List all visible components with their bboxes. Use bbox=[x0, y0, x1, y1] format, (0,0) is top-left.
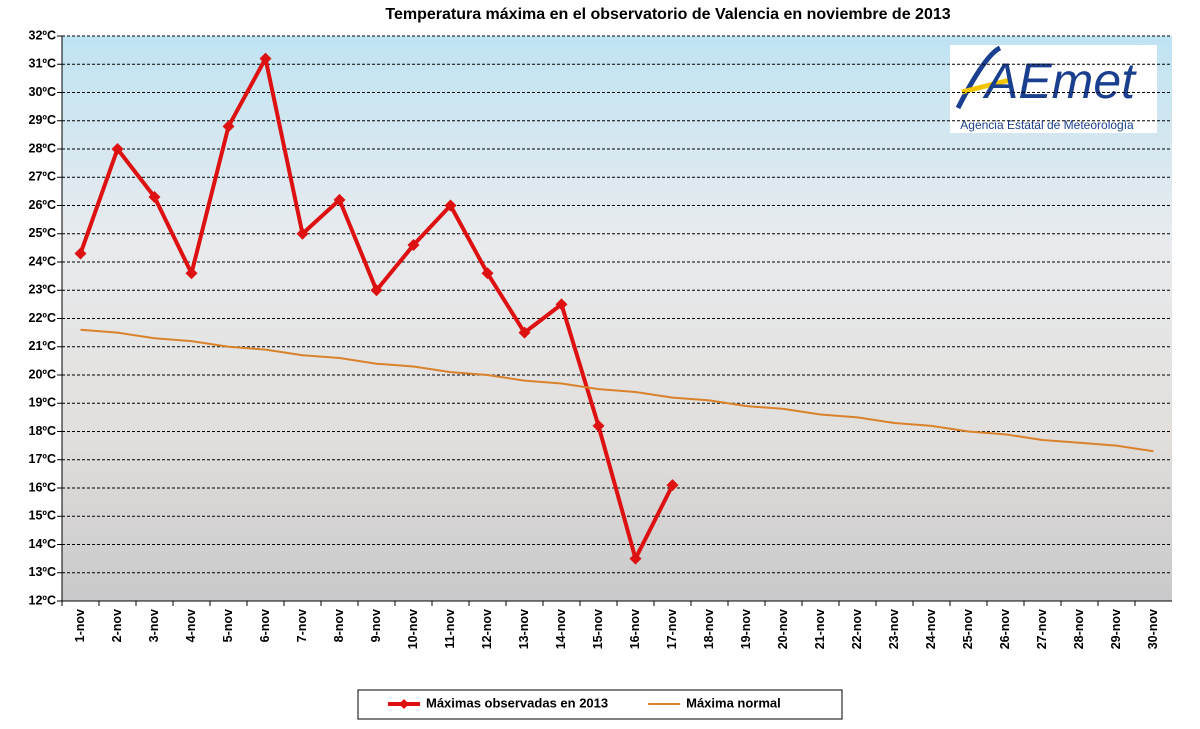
legend-label: Máximas observadas en 2013 bbox=[426, 695, 608, 710]
y-tick-label: 32ºC bbox=[29, 28, 57, 42]
series-line bbox=[80, 328, 1154, 453]
x-tick-label: 2-nov bbox=[110, 609, 124, 642]
x-tick-label: 30-nov bbox=[1146, 609, 1160, 649]
x-tick-label: 11-nov bbox=[443, 609, 457, 649]
x-tick-label: 20-nov bbox=[776, 609, 790, 649]
point-marker bbox=[518, 326, 531, 339]
x-tick-label: 28-nov bbox=[1072, 609, 1086, 649]
y-tick-label: 29ºC bbox=[29, 113, 57, 127]
point-marker bbox=[296, 227, 309, 240]
y-tick-label: 31ºC bbox=[29, 57, 57, 71]
x-tick-label: 13-nov bbox=[517, 609, 531, 649]
logo-mark: AEmet bbox=[982, 53, 1137, 109]
y-tick-label: 18ºC bbox=[29, 424, 57, 438]
point-marker bbox=[666, 479, 679, 492]
x-tick-label: 6-nov bbox=[258, 609, 272, 642]
x-tick-label: 10-nov bbox=[406, 609, 420, 649]
y-tick-label: 20ºC bbox=[29, 367, 57, 381]
point-marker bbox=[74, 247, 87, 260]
point-marker bbox=[333, 193, 346, 206]
point-marker bbox=[148, 191, 161, 204]
y-tick-label: 15ºC bbox=[29, 509, 57, 523]
x-tick-label: 29-nov bbox=[1109, 609, 1123, 649]
legend-marker bbox=[399, 699, 409, 709]
point-marker bbox=[481, 267, 494, 280]
logo-swoosh bbox=[961, 77, 1011, 95]
x-tick-label: 21-nov bbox=[813, 609, 827, 649]
x-tick-label: 24-nov bbox=[924, 609, 938, 649]
y-tick-label: 25ºC bbox=[29, 226, 57, 240]
x-tick-label: 5-nov bbox=[221, 609, 235, 642]
y-tick-label: 26ºC bbox=[29, 198, 57, 212]
x-tick-label: 26-nov bbox=[998, 609, 1012, 649]
logo-text: Agencia Estatal de Meteorología bbox=[960, 118, 1134, 132]
legend-label: Máxima normal bbox=[686, 695, 781, 710]
y-tick-label: 28ºC bbox=[29, 141, 57, 155]
point-marker bbox=[444, 199, 457, 212]
x-tick-label: 3-nov bbox=[147, 609, 161, 642]
x-tick-label: 7-nov bbox=[295, 609, 309, 642]
y-tick-label: 16ºC bbox=[29, 480, 57, 494]
x-tick-label: 25-nov bbox=[961, 609, 975, 649]
logo-swoosh bbox=[955, 45, 1002, 110]
point-marker bbox=[111, 143, 124, 155]
point-marker bbox=[370, 284, 383, 297]
point-marker bbox=[259, 52, 272, 65]
chart-title: Temperatura máxima en el observatorio de… bbox=[385, 6, 950, 23]
x-tick-label: 22-nov bbox=[850, 609, 864, 649]
x-tick-label: 16-nov bbox=[628, 609, 642, 649]
y-tick-label: 22ºC bbox=[29, 311, 57, 325]
x-tick-label: 17-nov bbox=[665, 609, 679, 649]
x-tick-label: 15-nov bbox=[591, 609, 605, 649]
point-marker bbox=[592, 419, 605, 432]
y-tick-label: 14ºC bbox=[29, 537, 57, 551]
x-tick-label: 8-nov bbox=[332, 609, 346, 642]
y-tick-label: 17ºC bbox=[29, 452, 57, 466]
x-tick-label: 27-nov bbox=[1035, 609, 1049, 649]
logo: AEmet Agencia Estatal de Meteorología bbox=[950, 45, 1157, 133]
y-tick-label: 21ºC bbox=[29, 339, 57, 353]
x-tick-label: 14-nov bbox=[554, 609, 568, 649]
x-tick-label: 1-nov bbox=[73, 609, 87, 642]
x-tick-label: 23-nov bbox=[887, 609, 901, 649]
y-tick-label: 19ºC bbox=[29, 396, 57, 410]
y-tick-label: 27ºC bbox=[29, 170, 57, 184]
y-tick-label: 12ºC bbox=[29, 593, 57, 607]
legend-box bbox=[357, 689, 843, 720]
y-tick-label: 13ºC bbox=[29, 565, 57, 579]
y-tick-label: 30ºC bbox=[29, 85, 57, 99]
point-marker bbox=[555, 298, 568, 311]
point-marker bbox=[185, 267, 198, 280]
x-tick-label: 18-nov bbox=[702, 609, 716, 649]
point-marker bbox=[222, 120, 235, 133]
y-tick-label: 23ºC bbox=[29, 283, 57, 297]
point-marker bbox=[629, 552, 642, 565]
x-tick-label: 12-nov bbox=[480, 609, 494, 649]
x-tick-label: 9-nov bbox=[369, 609, 383, 642]
x-tick-label: 4-nov bbox=[184, 609, 198, 642]
y-tick-label: 24ºC bbox=[29, 254, 57, 268]
point-marker bbox=[407, 239, 420, 252]
x-tick-label: 19-nov bbox=[739, 609, 753, 649]
